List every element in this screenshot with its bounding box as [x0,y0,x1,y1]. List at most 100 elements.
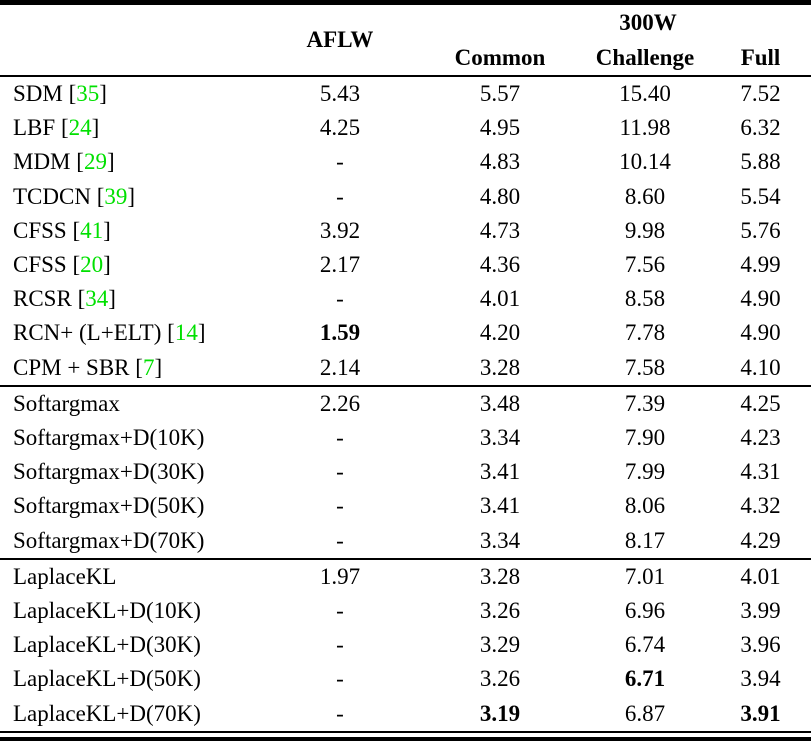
citation-number: 7 [142,354,155,380]
cite-bracket-close: ] [106,149,115,175]
value-cell: 7.56 [624,252,666,278]
value-cell: 8.60 [624,183,666,209]
method-cell: LaplaceKL+D(10K) [0,594,260,628]
value-cell: 8.06 [624,493,666,519]
citation-number: 41 [80,217,104,243]
value-cell: 6.32 [740,115,781,141]
value-cell: - [336,183,344,209]
value-cell: 6.96 [624,598,666,624]
table-row: CFSS [20] 2.17 4.36 7.56 4.99 [0,248,811,282]
value-cell: - [336,632,344,658]
column-header-challenge: Challenge [595,45,695,70]
value-cell: 5.43 [319,81,361,106]
value-cell: 3.28 [479,563,521,589]
cite-bracket-open: [ [161,320,175,346]
value-cell: 7.58 [624,354,666,380]
method-label: LaplaceKL+D(70K) [13,700,201,726]
method-label: CPM + SBR [13,354,130,380]
method-label: LaplaceKL+D(10K) [13,598,201,624]
cite-bracket-close: ] [103,252,111,278]
method-label: CFSS [13,217,67,243]
method-cell: CPM + SBR [7] [0,351,260,386]
table-header: AFLW 300W Common Challenge Full [0,3,811,76]
cite-bracket-open: [ [66,217,81,243]
method-label: LBF [13,115,56,141]
table-row: LaplaceKL 1.97 3.28 7.01 4.01 [0,559,811,594]
method-cell: Softargmax+D(50K) [0,489,260,523]
value-cell: 1.59 [319,320,361,346]
value-cell: 3.91 [740,700,781,726]
value-cell: 5.54 [740,183,781,209]
table-row: LaplaceKL+D(10K) - 3.26 6.96 3.99 [0,594,811,628]
method-cell: SDM [35] [0,76,260,111]
value-cell: 4.83 [479,149,521,175]
column-header-aflw: AFLW [306,27,374,52]
value-cell: - [336,700,344,726]
table-row: Softargmax+D(70K) - 3.34 8.17 4.29 [0,524,811,559]
method-label: SDM [13,81,63,106]
table-row: MDM [29] - 4.83 10.14 5.88 [0,145,811,179]
method-column-header [0,3,260,77]
value-cell: 4.01 [740,563,781,589]
value-cell: 4.32 [740,493,781,519]
table-row: Softargmax+D(50K) - 3.41 8.06 4.32 [0,489,811,523]
cite-bracket-close: ] [91,115,100,141]
value-cell: 11.98 [619,115,671,141]
column-header-common: Common [454,45,546,70]
method-cell: Softargmax+D(30K) [0,455,260,489]
table-row: Softargmax+D(30K) - 3.41 7.99 4.31 [0,455,811,489]
value-cell: 7.01 [624,563,666,589]
value-cell: 3.99 [740,598,781,624]
value-cell: 3.96 [740,632,781,658]
method-cell: TCDCN [39] [0,180,260,214]
method-label: Softargmax+D(10K) [13,425,205,451]
method-label: Softargmax [13,390,120,416]
method-cell: RCSR [34] [0,282,260,316]
value-cell: 3.34 [479,425,521,451]
value-cell: 1.97 [319,563,361,589]
value-cell: 3.29 [479,632,521,658]
table-row: SDM [35] 5.43 5.57 15.40 7.52 [0,76,811,111]
table-row: LaplaceKL+D(30K) - 3.29 6.74 3.96 [0,628,811,662]
table-row: LaplaceKL+D(70K) - 3.19 6.87 3.91 [0,697,811,732]
cite-bracket-open: [ [66,252,81,278]
value-cell: - [336,493,344,519]
value-cell: 5.57 [479,81,521,106]
method-label: MDM [13,149,71,175]
method-cell: LaplaceKL+D(30K) [0,628,260,662]
method-label: RCN+ (L+ELT) [13,320,162,346]
header-row-group: AFLW 300W [0,3,811,52]
citation-number: 14 [174,320,198,346]
value-cell: 3.41 [479,493,521,519]
value-cell: 3.94 [740,666,781,692]
cite-bracket-close: ] [99,81,107,106]
citation-number: 29 [83,149,107,175]
value-cell: 9.98 [624,217,666,243]
cite-bracket-close: ] [127,183,136,209]
value-cell: 7.90 [624,425,666,451]
method-cell: LaplaceKL+D(70K) [0,697,260,732]
value-cell: 3.92 [319,217,361,243]
value-cell: - [336,286,344,312]
method-label: LaplaceKL+D(30K) [13,632,201,658]
value-cell: 3.41 [479,459,521,485]
value-cell: 4.99 [740,252,781,278]
method-cell: LaplaceKL+D(50K) [0,662,260,696]
method-cell: MDM [29] [0,145,260,179]
table-section-2: Softargmax 2.26 3.48 7.39 4.25 Softargmax+D(1… [0,385,811,559]
citation-number: 24 [68,115,92,141]
value-cell: 4.73 [479,217,521,243]
value-cell: 4.80 [479,183,521,209]
value-cell: - [336,598,344,624]
value-cell: 4.23 [740,425,781,451]
value-cell: 3.28 [479,354,521,380]
method-label: TCDCN [13,183,91,209]
value-cell: - [336,425,344,451]
value-cell: 15.40 [619,81,671,106]
method-cell: Softargmax+D(10K) [0,421,260,455]
table-row: LaplaceKL+D(50K) - 3.26 6.71 3.94 [0,662,811,696]
value-cell: 4.20 [479,320,521,346]
method-label: Softargmax+D(70K) [13,527,205,553]
table-row: RCN+ (L+ELT) [14] 1.59 4.20 7.78 4.90 [0,316,811,350]
